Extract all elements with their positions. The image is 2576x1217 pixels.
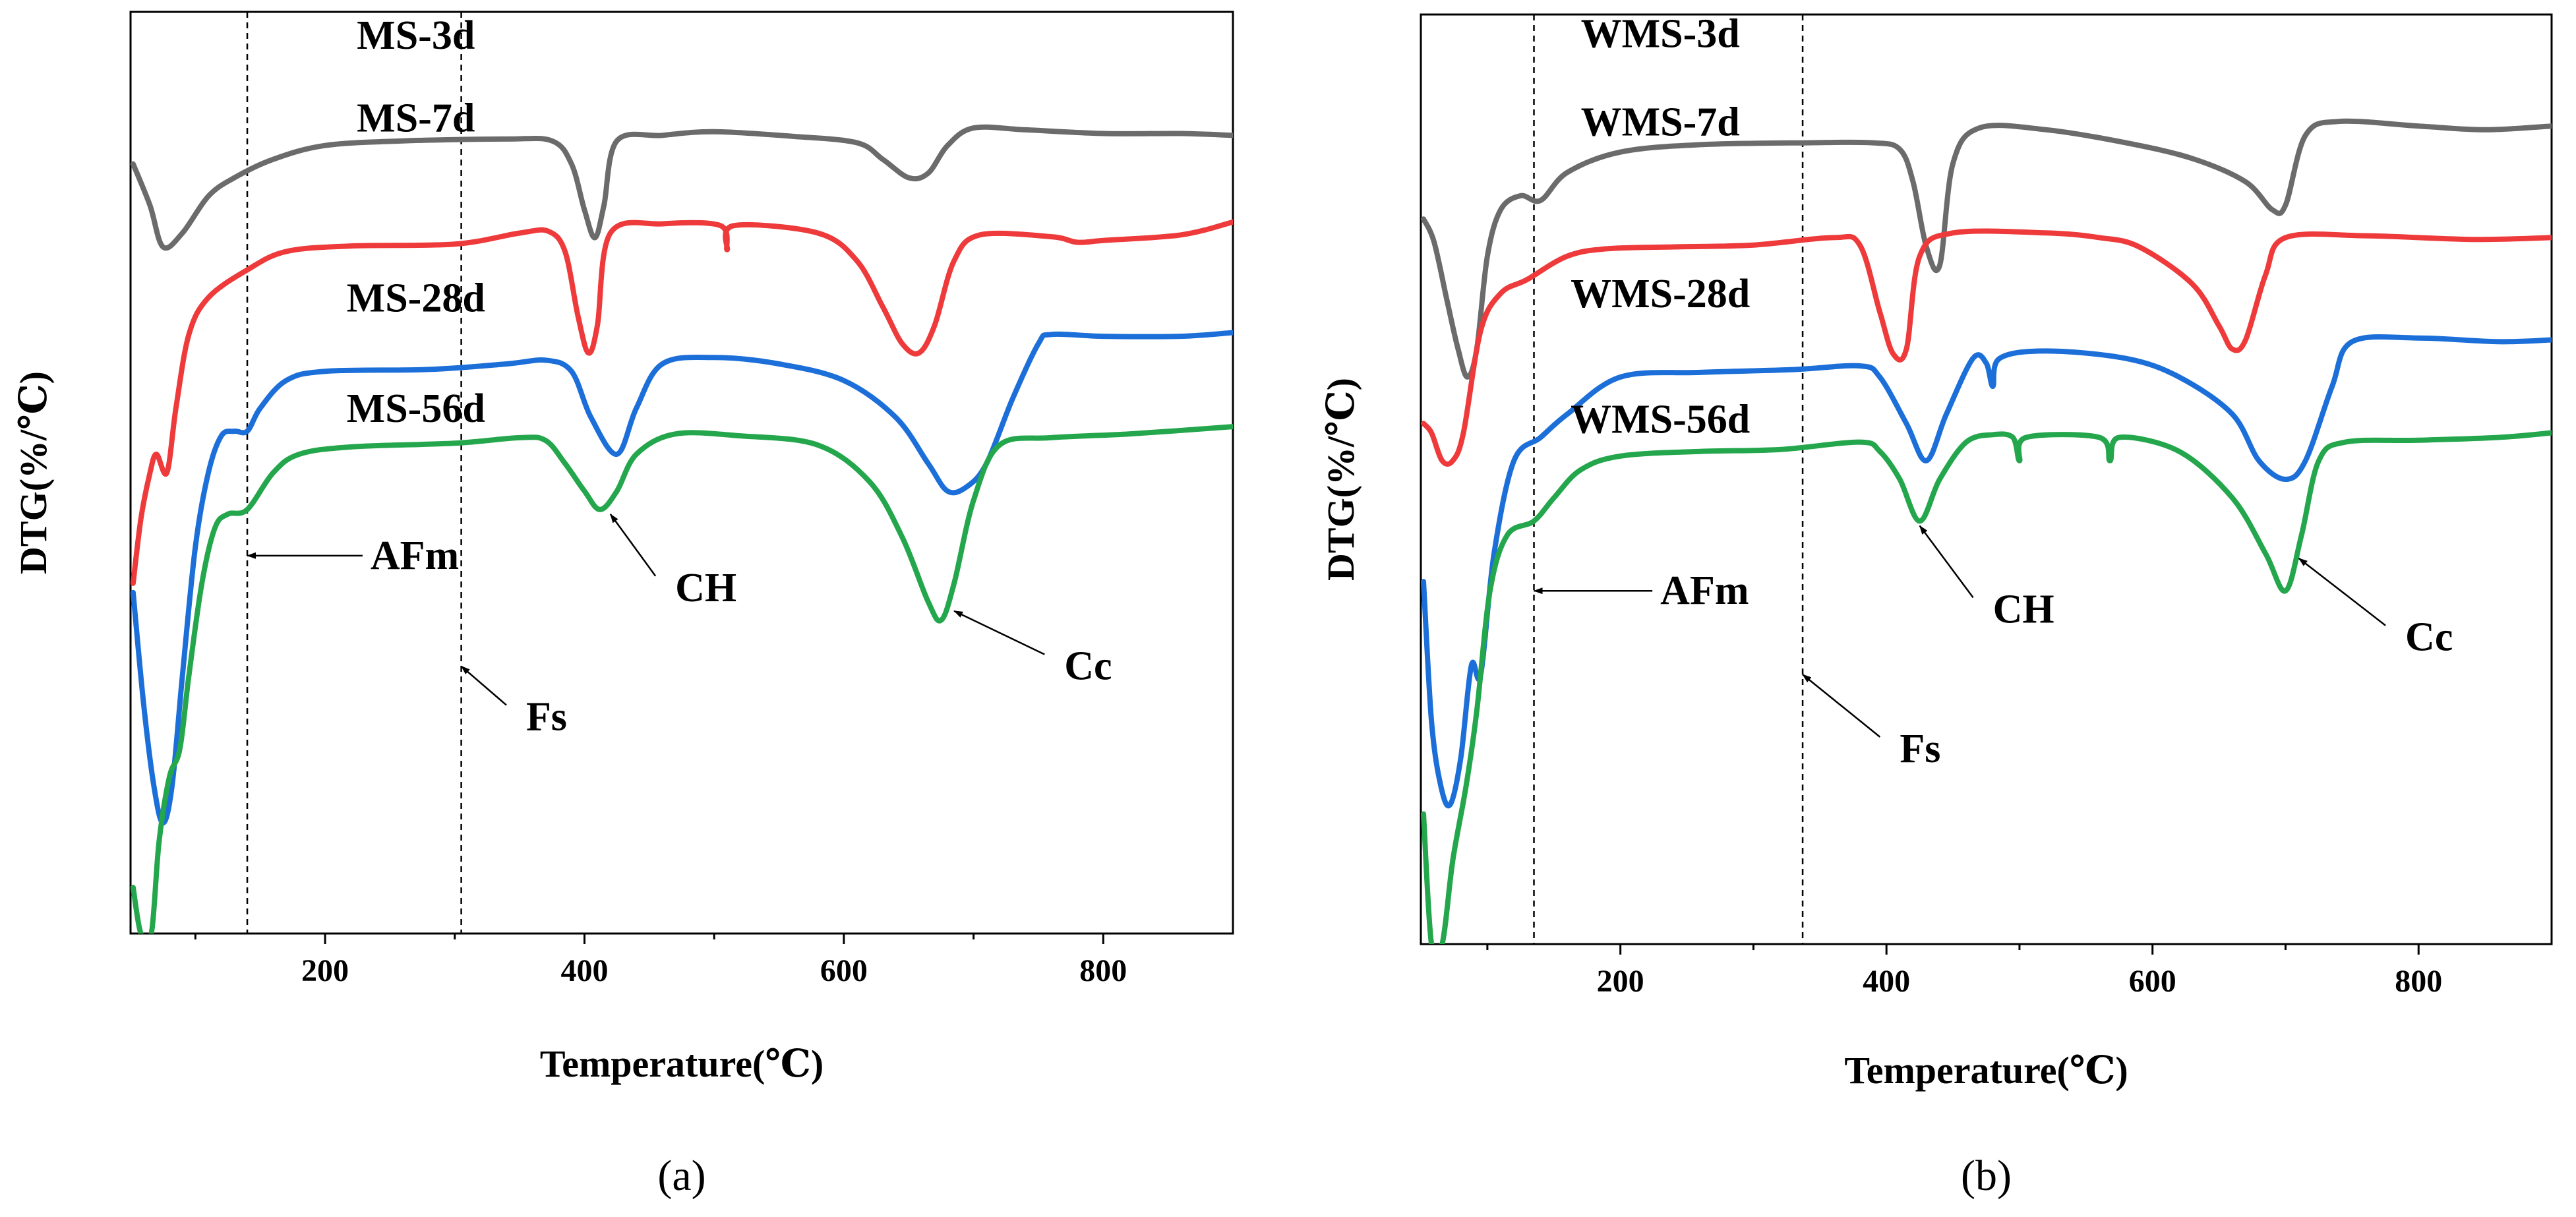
- annotation-cc: Cc: [2405, 615, 2453, 660]
- x-tick-label: 200: [1597, 964, 1644, 999]
- x-tick-label: 200: [301, 953, 349, 988]
- series-label: MS-7d: [357, 96, 475, 141]
- panel-label: (a): [657, 1152, 705, 1200]
- annotation-cc: Cc: [1064, 644, 1112, 689]
- series-line-wms-3d: [1421, 118, 2552, 380]
- annotation-arrow: [1919, 525, 1974, 599]
- annotation-afm: AFm: [1660, 568, 1749, 613]
- annotation-arrow: [953, 610, 1045, 655]
- series-line-ms-7d: [131, 219, 1233, 586]
- panel-b: 200 400 600 800 Temperature(℃) DTG(%/℃) WMS-3d…: [1319, 11, 2553, 1200]
- y-axis-title: DTG(%/℃): [1319, 378, 1362, 581]
- x-tick-label: 400: [560, 953, 608, 988]
- x-axis-title: Temperature(℃): [540, 1042, 824, 1085]
- series-label: MS-56d: [347, 386, 485, 431]
- series-group: [131, 124, 1233, 934]
- x-tick-label: 400: [1863, 964, 1910, 999]
- y-axis-title: DTG(%/℃): [12, 371, 55, 574]
- annotation-afm: AFm: [371, 533, 459, 578]
- annotation-ch: CH: [1993, 587, 2054, 632]
- series-label: WMS-3d: [1581, 11, 1740, 56]
- x-tick-label: 800: [2395, 964, 2442, 999]
- series-label: MS-3d: [357, 13, 475, 58]
- annotation-fs: Fs: [1900, 727, 1940, 771]
- series-label: MS-28d: [347, 276, 485, 320]
- x-axis-title: Temperature(℃): [1844, 1049, 2128, 1092]
- series-group: [1421, 118, 2552, 944]
- annotation-arrow: [460, 665, 507, 706]
- series-label: WMS-56d: [1571, 398, 1750, 442]
- series-line-wms-28d: [1421, 334, 2552, 809]
- annotation-fs: Fs: [526, 694, 567, 739]
- annotation-arrow: [1802, 674, 1881, 738]
- x-tick-label: 600: [820, 953, 868, 988]
- series-label: WMS-28d: [1571, 272, 1750, 316]
- x-tick-label: 600: [2129, 964, 2176, 999]
- series-line-wms-7d: [1421, 228, 2552, 467]
- series-line-wms-56d: [1421, 430, 2552, 944]
- plot-frame: [1420, 13, 2553, 945]
- x-tick-label: 800: [1079, 953, 1127, 988]
- series-line-ms-56d: [131, 424, 1233, 934]
- series-line-ms-3d: [131, 124, 1233, 251]
- annotation-arrow: [2298, 557, 2386, 626]
- panel-label: (b): [1961, 1152, 2012, 1200]
- plot-frame: [129, 11, 1234, 935]
- series-label: WMS-7d: [1581, 100, 1740, 144]
- annotation-ch: CH: [675, 566, 736, 610]
- annotation-arrow: [609, 514, 657, 577]
- panel-a: 200 400 600 800 Temperature(℃) DTG(%/℃) MS-3d M…: [12, 11, 1234, 1200]
